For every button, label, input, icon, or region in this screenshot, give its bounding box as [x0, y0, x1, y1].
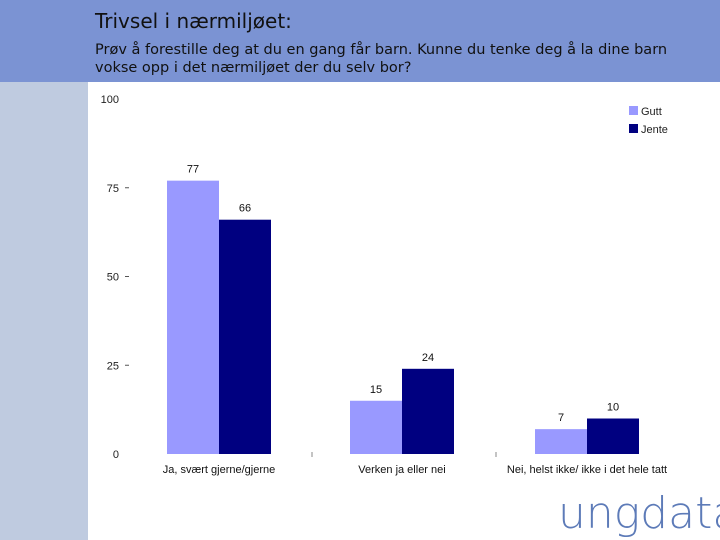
bar-chart: 0 25 50 75 100 77 66 Ja, svært gjerne/gjerne 15 2… [101, 94, 668, 476]
x-category-label: Nei, helst ikke/ ikke i det hele tatt [507, 464, 667, 476]
bar-gutt [167, 180, 219, 454]
bar-data-label: 24 [422, 352, 434, 364]
bar-data-label: 10 [607, 402, 619, 414]
x-category-label: Ja, svært gjerne/gjerne [163, 464, 276, 476]
y-tick-label: 0 [113, 449, 119, 461]
header-bar [0, 0, 720, 82]
slide-subtitle: Prøv å forestille deg at du en gang får … [95, 42, 668, 76]
bar-data-label: 66 [239, 203, 251, 215]
y-tick-label: 50 [107, 272, 119, 284]
bar-data-label: 77 [187, 164, 199, 176]
y-tick-label: 100 [101, 94, 119, 106]
ungdata-logo: ungdata [558, 488, 720, 539]
y-tick-label: 25 [107, 360, 119, 372]
bar-jente [219, 219, 271, 454]
bar-gutt [350, 400, 402, 454]
bar-data-label: 7 [558, 412, 564, 424]
x-category-label: Verken ja eller nei [358, 464, 445, 476]
bar-gutt [535, 429, 587, 454]
bar-jente [402, 368, 454, 454]
legend-label-jente: Jente [641, 124, 668, 136]
legend-swatch-gutt [629, 106, 638, 115]
legend-label-gutt: Gutt [641, 106, 662, 118]
legend-swatch-jente [629, 124, 638, 133]
y-tick-label: 75 [107, 183, 119, 195]
left-sidebar-panel [0, 82, 88, 540]
bar-data-label: 15 [370, 384, 382, 396]
bar-jente [587, 418, 639, 454]
slide-title: Trivsel i nærmiljøet: [95, 9, 292, 33]
